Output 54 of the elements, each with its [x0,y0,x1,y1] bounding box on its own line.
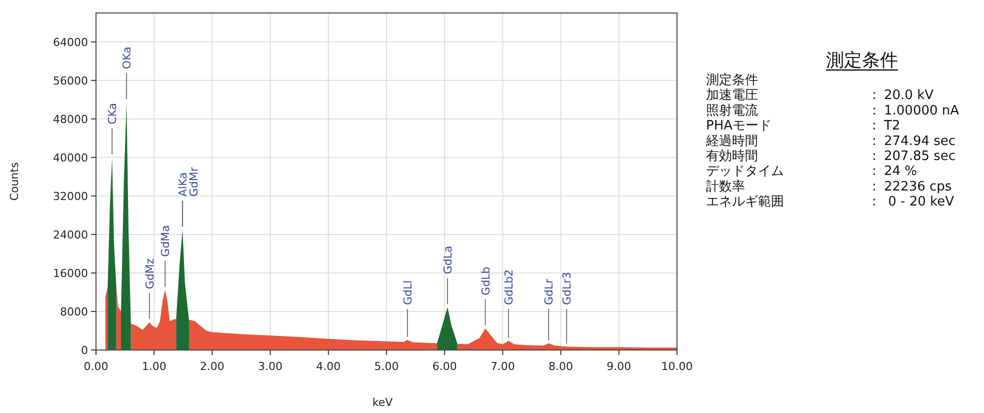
annotation: GdLr3 [560,272,574,344]
x-tick-label: 10.00 [661,360,693,373]
annotation: OKa [120,46,134,100]
annotation: CKa [106,102,120,155]
annotation: GdMa [159,225,172,288]
annotation: GdMz [143,258,156,290]
x-tick-label: 5.00 [374,360,399,373]
y-tick-label: 0 [81,344,88,357]
annotation: GdLl [401,280,414,338]
y-tick-label: 32000 [53,190,88,203]
annotation: GdLb2 [502,269,516,305]
annotation: GdMa [159,225,172,257]
x-tick-label: 9.00 [606,360,632,373]
x-tick-label: 2.00 [200,360,224,373]
text: 測定条件 [706,73,758,88]
annotation: GdLb [479,266,492,296]
annotation: GdMr [188,166,201,197]
y-tick-label: 8000 [60,305,88,318]
annotation: GdLl [401,280,414,305]
annotation: CKa [106,102,120,124]
text: デッドタイム : 24 % [706,164,918,180]
text: 計数率 : 22236 cps [706,179,952,194]
x-axis-title: keV [372,396,394,409]
y-tick-label: 16000 [53,266,88,280]
x-tick-label: 3.00 [258,360,283,373]
annotation: GdLr3 [560,272,574,305]
x-tick-label: 8.00 [548,360,574,373]
text: 有効時間 : 207.85 sec [706,149,956,164]
text: 加速電圧 : 20.0 kV [706,88,934,104]
x-tick-label: 6.00 [432,360,457,373]
annotation: GdMz [143,258,156,320]
text: エネルギ範囲 : 0 - 20 keV [706,194,954,210]
text: PHAモード : T2 [706,118,900,134]
annotation: GdLb [479,266,492,326]
text: 照射電流 : 1.00000 nA [706,103,960,118]
y-tick-label: 24000 [53,228,88,242]
y-axis-title: Counts [8,162,21,201]
x-tick-label: 7.00 [490,360,515,373]
y-tick-label: 64000 [53,36,88,49]
x-tick-label: 0.00 [84,360,108,373]
annotation: GdLa [442,246,455,274]
text: 経過時間 : 274.94 sec [706,134,956,149]
annotation: AlKa [176,172,190,197]
annotation: GdLr [542,278,556,305]
text: 測定条件 [826,50,898,71]
y-tick-label: 56000 [53,74,88,88]
x-tick-label: 4.00 [316,360,341,373]
annotation: OKa [120,46,134,70]
annotation: GdLb2 [502,269,516,338]
x-tick-label: 1.00 [142,360,166,373]
annotation: GdLa [442,246,454,305]
y-tick-label: 48000 [53,112,88,126]
annotation: GdLr [542,278,556,341]
y-tick-label: 40000 [53,151,88,164]
